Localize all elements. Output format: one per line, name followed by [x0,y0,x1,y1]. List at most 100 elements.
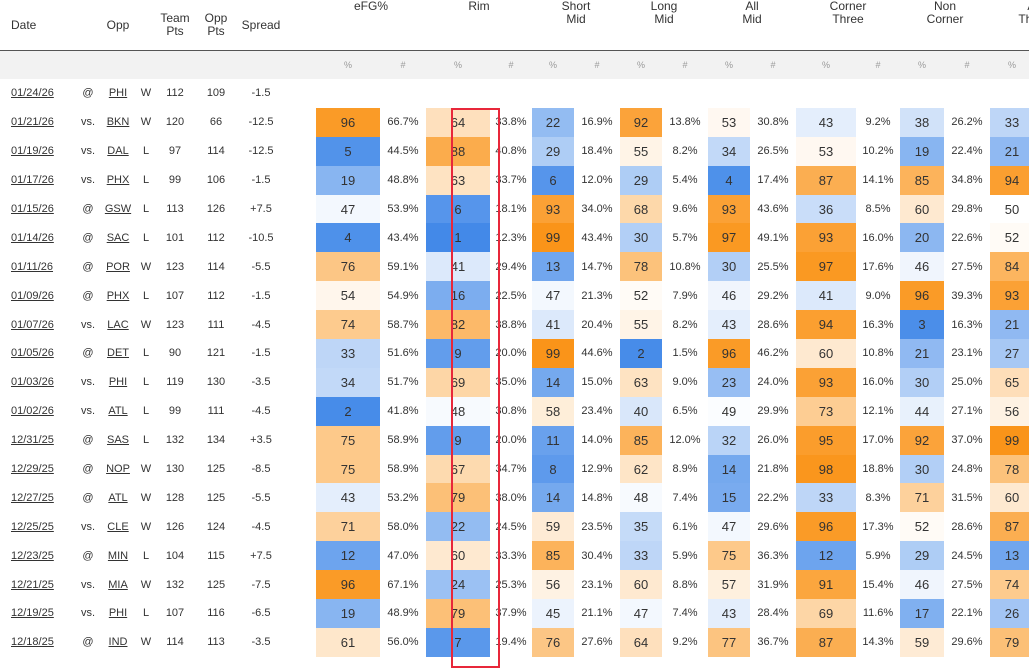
row-gap [284,281,316,310]
subheader-num: # [875,60,881,70]
percentile-cell: 75 [316,425,380,455]
percentile-cell: 34 [708,136,750,166]
header-group-0[interactable]: eFG% [353,0,388,13]
team-pts-cell: 104 [165,549,185,562]
opponent-link[interactable]: PHI [108,87,128,100]
header-opp[interactable]: Opp [106,17,130,32]
opponent-link[interactable]: GSW [104,203,132,215]
opponent-link[interactable]: DET [107,347,129,360]
header-group-5[interactable]: Corner Three [829,0,867,26]
value-cell: 48.9% [387,607,419,620]
value-cell: 13.8% [669,116,701,129]
value-cell: 24.5% [495,520,527,533]
game-date-link[interactable]: 01/09/26 [11,289,54,302]
value-cell: 16.0% [862,376,894,389]
header-opp-pts[interactable]: Opp Pts [204,11,228,38]
opponent-link[interactable]: SAC [106,231,130,244]
opponent-link[interactable]: ATL [108,405,128,418]
game-date-link[interactable]: 01/02/26 [11,405,54,418]
game-date-link[interactable]: 01/15/26 [11,203,54,215]
percentile-cell: 22 [532,107,574,137]
opponent-link[interactable]: POR [106,260,130,273]
value-cell: 24.0% [757,376,789,389]
game-date-link[interactable]: 12/31/25 [11,434,54,447]
header-group-3[interactable]: Long Mid [650,0,678,26]
game-date-link[interactable]: 01/07/26 [11,318,54,331]
game-date-link[interactable]: 12/19/25 [11,607,54,620]
table-row: 12/27/25 @ ATL W 128 125 -5.5 43 53.2% 79 38.0% 14 1… [0,483,1029,513]
subheader-pct: % [548,60,557,70]
game-date-link[interactable]: 12/21/25 [11,578,54,591]
opponent-link[interactable]: LAC [107,318,129,331]
result-cell: W [140,491,152,504]
location-cell: vs. [80,607,96,620]
value-cell: 27.6% [581,636,613,649]
value-cell: 14.0% [581,434,613,447]
game-date-link[interactable]: 01/17/26 [11,174,54,187]
table-row: 12/19/25 vs. PHI L 107 116 -6.5 19 48.9% 79 37.9% 4… [0,599,1029,628]
header-group-4[interactable]: All Mid [742,0,762,26]
location-cell: @ [82,231,94,244]
percentile-cell: 93 [796,223,856,253]
value-cell: 5.7% [672,231,698,244]
subheader-num: # [594,60,600,70]
opponent-link[interactable]: MIN [107,549,129,562]
opponent-link[interactable]: SAS [106,434,129,447]
opponent-link[interactable]: BKN [106,116,130,129]
header-spread[interactable]: Spread [241,17,281,32]
opponent-link[interactable]: PHI [108,607,128,620]
percentile-cell: 63 [620,367,662,397]
opponent-link[interactable]: DAL [107,145,129,158]
header-date[interactable]: Date [11,17,37,32]
percentile-cell: 61 [316,627,380,657]
header-group-6[interactable]: Non Corner [926,0,964,26]
opponent-link[interactable]: PHX [106,289,130,302]
percentile-cell: 27 [990,339,1029,368]
opponent-link[interactable]: PHI [108,376,128,389]
value-cell: 16.3% [951,318,983,331]
value-cell: 47.0% [387,549,419,562]
opponent-link[interactable]: CLE [107,520,129,533]
value-cell: 20.0% [495,434,527,447]
game-date-link[interactable]: 12/29/25 [11,463,54,476]
opponent-link[interactable]: MIA [108,578,128,591]
game-date-link[interactable]: 12/23/25 [11,549,54,562]
game-date-link[interactable]: 01/21/26 [11,116,54,129]
value-cell: 8.2% [672,145,698,158]
row-gap [284,310,316,339]
opp-pts-cell: 134 [206,434,226,447]
game-date-link[interactable]: 12/25/25 [11,520,54,533]
header-group-2[interactable]: Short Mid [561,0,591,26]
game-date-link[interactable]: 12/18/25 [11,636,54,649]
game-date-link[interactable]: 12/27/25 [11,491,54,504]
value-cell: 10.2% [862,145,894,158]
opponent-link[interactable]: ATL [108,491,128,504]
table-row: 12/23/25 @ MIN L 104 115 +7.5 12 47.0% 60 33.3% 85 3… [0,541,1029,571]
value-cell: 67.1% [387,578,419,591]
location-cell: @ [82,636,94,649]
opponent-link[interactable]: NOP [106,463,130,476]
game-date-link[interactable]: 01/03/26 [11,376,54,389]
header-team-pts[interactable]: Team Pts [160,11,190,38]
game-date-link[interactable]: 01/11/26 [11,260,54,273]
team-pts-cell: 112 [166,87,184,100]
spread-cell: -10.5 [248,231,274,244]
percentile-cell: 24 [426,570,490,600]
spread-cell: -6.5 [251,607,271,620]
value-cell: 40.8% [495,145,527,158]
opponent-link[interactable]: PHX [106,174,130,187]
percentile-cell: 32 [708,425,750,455]
game-date-link[interactable]: 01/14/26 [11,231,54,244]
table-row: 12/29/25 @ NOP W 130 125 -8.5 75 58.9% 67 34.7% 8 12… [0,454,1029,484]
header-group-1[interactable]: Rim [468,0,490,13]
value-cell: 34.8% [951,174,983,187]
percentile-cell: 29 [620,165,662,195]
opponent-link[interactable]: IND [108,636,128,649]
location-cell: @ [82,260,94,273]
game-date-link[interactable]: 01/24/26 [11,87,54,100]
game-date-link[interactable]: 01/05/26 [11,347,54,360]
game-date-link[interactable]: 01/19/26 [11,145,54,158]
percentile-cell: 93 [532,194,574,224]
header-loc [76,0,100,50]
header-group-7[interactable]: AllThree [1018,0,1029,26]
